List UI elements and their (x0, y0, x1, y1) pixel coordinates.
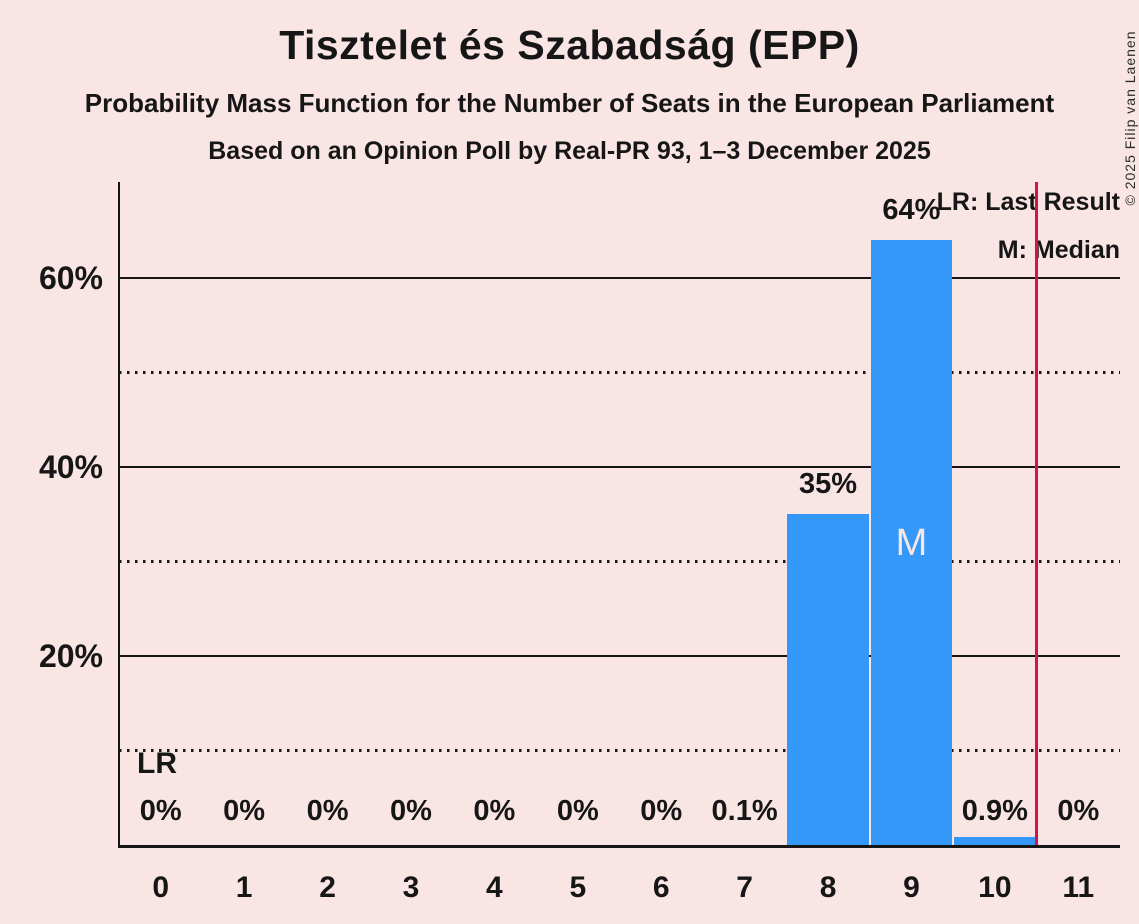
xtick-label-1: 1 (235, 871, 253, 904)
xtick-label-6: 6 (652, 871, 670, 904)
gridline-dotted-10 (119, 749, 1120, 753)
bar-value-label-6: 0% (640, 795, 683, 827)
chart-title: Tisztelet és Szabadság (EPP) (279, 22, 860, 68)
bar-value-label-7: 0.1% (711, 795, 778, 827)
bar-value-label-2: 0% (306, 795, 349, 827)
xtick-label-3: 3 (402, 871, 420, 904)
chart-subtitle: Probability Mass Function for the Number… (84, 88, 1055, 118)
gridline-dotted-30 (119, 560, 1120, 564)
gridline-20 (119, 655, 1120, 658)
bar-seat-9 (870, 240, 953, 846)
xtick-label-0: 0 (152, 871, 170, 904)
last-result-line (1035, 182, 1039, 846)
bar-value-label-10: 0.9% (961, 795, 1028, 827)
xtick-label-7: 7 (736, 871, 753, 904)
gridline-dotted-50 (119, 371, 1120, 375)
xtick-label-10: 10 (978, 871, 1012, 904)
y-axis-spine (117, 182, 120, 848)
xtick-label-8: 8 (819, 871, 837, 904)
gridline-60 (119, 277, 1120, 279)
ytick-label-20: 20% (38, 638, 103, 675)
bar-value-label-3: 0% (389, 795, 432, 827)
bar-seat-10 (954, 836, 1036, 846)
bar-value-label-11: 0% (1057, 795, 1100, 827)
bar-value-label-5: 0% (556, 795, 599, 827)
x-axis-spine (117, 845, 1120, 848)
xtick-label-5: 5 (569, 871, 587, 904)
bar-value-label-1: 0% (223, 795, 266, 827)
chart-poll-source: Based on an Opinion Poll by Real-PR 93, … (208, 137, 931, 165)
bar-value-label-4: 0% (473, 795, 516, 827)
xtick-label-2: 2 (319, 871, 336, 904)
bar-value-label-9: 64% (882, 194, 941, 227)
ytick-label-40: 40% (38, 449, 103, 486)
xtick-label-11: 11 (1062, 871, 1095, 904)
xtick-label-9: 9 (903, 871, 920, 904)
bar-value-label-0: 0% (139, 795, 182, 827)
bar-value-label-8: 35% (799, 468, 858, 501)
bar-seat-8 (787, 514, 869, 846)
gridline-40 (119, 466, 1120, 469)
xtick-label-4: 4 (486, 871, 503, 904)
legend-last-result: LR: Last Result (936, 188, 1120, 216)
legend-median: M: Median (997, 236, 1120, 264)
median-label: M (895, 521, 928, 564)
last-result-label: LR (137, 747, 177, 780)
ytick-label-60: 60% (38, 260, 103, 296)
